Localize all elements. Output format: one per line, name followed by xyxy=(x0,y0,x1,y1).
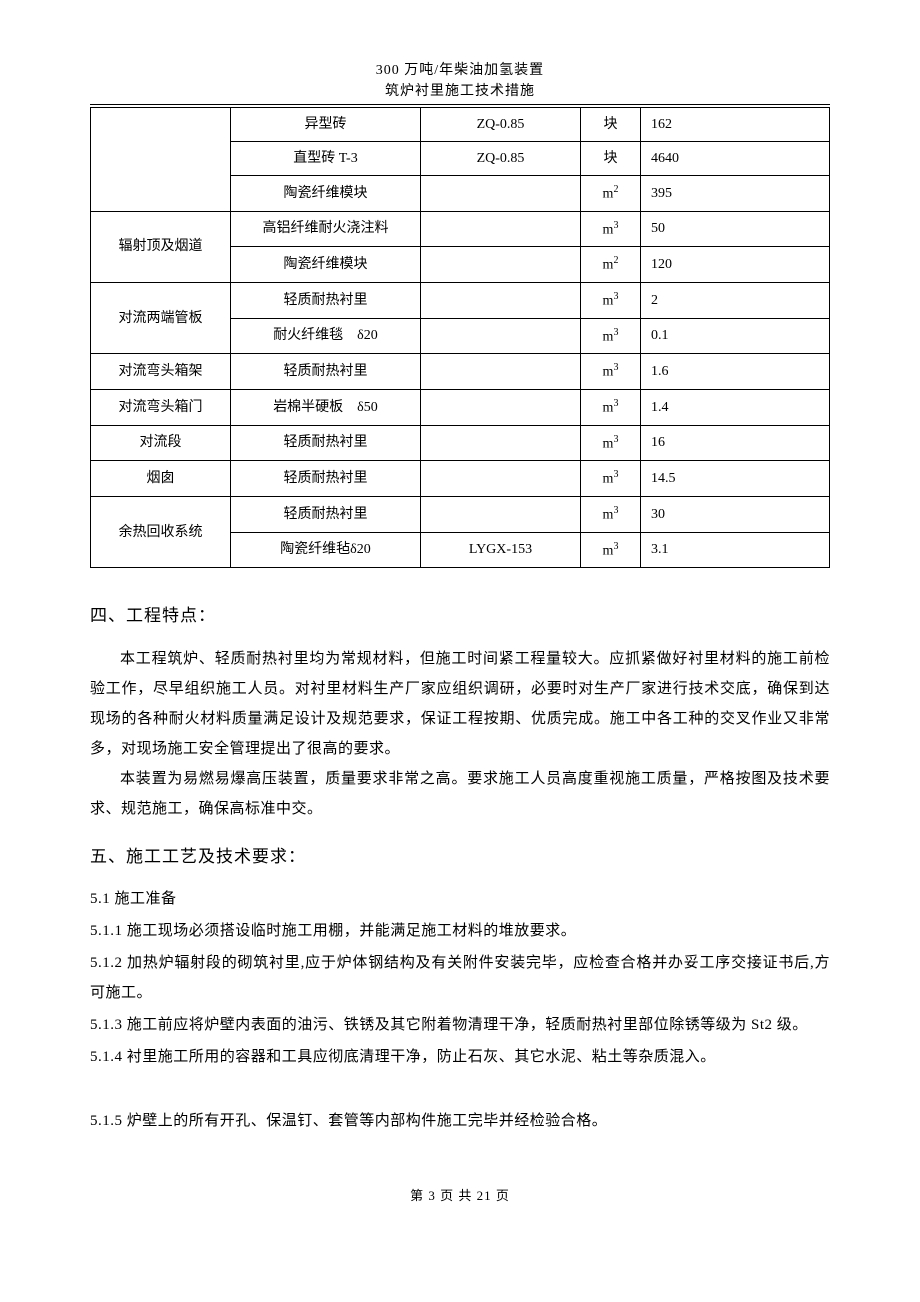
table-cell: 30 xyxy=(641,496,830,532)
table-cell: 块 xyxy=(581,142,641,176)
table-cell: 异型砖 xyxy=(231,108,421,142)
table-cell: m3 xyxy=(581,211,641,247)
table-cell: m2 xyxy=(581,247,641,283)
materials-table: 异型砖ZQ-0.85块162直型砖 T-3ZQ-0.85块4640陶瓷纤维模块m… xyxy=(90,107,830,568)
table-cell: m3 xyxy=(581,425,641,461)
table-row: 烟囱轻质耐热衬里 m314.5 xyxy=(91,461,830,497)
table-cell: 对流段 xyxy=(91,425,231,461)
table-row: 对流两端管板轻质耐热衬里m32 xyxy=(91,282,830,318)
table-cell: m3 xyxy=(581,461,641,497)
section5-item: 5.1.3 施工前应将炉壁内表面的油污、铁锈及其它附着物清理干净，轻质耐热衬里部… xyxy=(90,1010,830,1040)
table-cell xyxy=(421,425,581,461)
table-cell: m3 xyxy=(581,354,641,390)
table-cell: 1.6 xyxy=(641,354,830,390)
table-cell: m3 xyxy=(581,496,641,532)
table-cell xyxy=(421,496,581,532)
table-cell: 岩棉半硬板 δ50 xyxy=(231,389,421,425)
table-cell xyxy=(421,247,581,283)
table-cell: m3 xyxy=(581,389,641,425)
table-cell: 轻质耐热衬里 xyxy=(231,282,421,318)
section5-subtitle: 5.1 施工准备 xyxy=(90,884,830,914)
table-row: 余热回收系统轻质耐热衬里m330 xyxy=(91,496,830,532)
table-cell: m3 xyxy=(581,282,641,318)
table-cell: m2 xyxy=(581,176,641,212)
table-cell: ZQ-0.85 xyxy=(421,142,581,176)
table-cell xyxy=(421,211,581,247)
table-row: 异型砖ZQ-0.85块162 xyxy=(91,108,830,142)
table-cell: 2 xyxy=(641,282,830,318)
table-cell: 轻质耐热衬里 xyxy=(231,461,421,497)
section5-item: 5.1.4 衬里施工所用的容器和工具应彻底清理干净，防止石灰、其它水泥、粘土等杂… xyxy=(90,1042,830,1072)
table-row: 对流弯头箱架轻质耐热衬里 m31.6 xyxy=(91,354,830,390)
section5-item: 5.1.5 炉壁上的所有开孔、保温钉、套管等内部构件施工完毕并经检验合格。 xyxy=(90,1106,830,1136)
section5-item: 5.1.2 加热炉辐射段的砌筑衬里,应于炉体钢结构及有关附件安装完毕，应检查合格… xyxy=(90,948,830,1008)
table-cell: 余热回收系统 xyxy=(91,496,231,567)
table-cell: 陶瓷纤维模块 xyxy=(231,176,421,212)
section4-paragraph: 本装置为易燃易爆高压装置，质量要求非常之高。要求施工人员高度重视施工质量，严格按… xyxy=(90,764,830,824)
header-title: 300 万吨/年柴油加氢装置 xyxy=(90,60,830,81)
table-cell: 烟囱 xyxy=(91,461,231,497)
table-cell: 1.4 xyxy=(641,389,830,425)
table-cell xyxy=(421,461,581,497)
table-cell: 陶瓷纤维毡δ20 xyxy=(231,532,421,568)
table-cell xyxy=(421,176,581,212)
page-header: 300 万吨/年柴油加氢装置 筑炉衬里施工技术措施 xyxy=(90,60,830,105)
table-cell xyxy=(421,282,581,318)
table-cell: 120 xyxy=(641,247,830,283)
section4-paragraph: 本工程筑炉、轻质耐热衬里均为常规材料，但施工时间紧工程量较大。应抓紧做好衬里材料… xyxy=(90,644,830,764)
table-cell: 对流弯头箱架 xyxy=(91,354,231,390)
section5-title: 五、施工工艺及技术要求： xyxy=(90,844,830,870)
table-cell: 陶瓷纤维模块 xyxy=(231,247,421,283)
table-row: 对流段轻质耐热衬里 m316 xyxy=(91,425,830,461)
table-cell: 对流两端管板 xyxy=(91,282,231,353)
section4-title: 四、工程特点： xyxy=(90,603,830,629)
table-row: 对流弯头箱门岩棉半硬板 δ50 m31.4 xyxy=(91,389,830,425)
table-cell: 轻质耐热衬里 xyxy=(231,354,421,390)
table-cell: 16 xyxy=(641,425,830,461)
table-cell: 轻质耐热衬里 xyxy=(231,425,421,461)
table-cell: 14.5 xyxy=(641,461,830,497)
table-cell: 162 xyxy=(641,108,830,142)
section5-item: 5.1.1 施工现场必须搭设临时施工用棚，并能满足施工材料的堆放要求。 xyxy=(90,916,830,946)
header-subtitle: 筑炉衬里施工技术措施 xyxy=(90,81,830,105)
table-cell: 辐射顶及烟道 xyxy=(91,211,231,282)
page-footer: 第 3 页 共 21 页 xyxy=(90,1186,830,1206)
table-cell: 直型砖 T-3 xyxy=(231,142,421,176)
table-cell: 50 xyxy=(641,211,830,247)
table-cell xyxy=(421,354,581,390)
table-cell: 耐火纤维毯 δ20 xyxy=(231,318,421,354)
table-cell xyxy=(421,389,581,425)
table-cell: 3.1 xyxy=(641,532,830,568)
table-cell: 4640 xyxy=(641,142,830,176)
table-row: 辐射顶及烟道高铝纤维耐火浇注料m350 xyxy=(91,211,830,247)
section5-item xyxy=(90,1074,830,1104)
table-cell xyxy=(421,318,581,354)
table-cell: 轻质耐热衬里 xyxy=(231,496,421,532)
table-cell: ZQ-0.85 xyxy=(421,108,581,142)
table-cell: 块 xyxy=(581,108,641,142)
table-cell xyxy=(91,108,231,212)
table-cell: 395 xyxy=(641,176,830,212)
table-cell: m3 xyxy=(581,318,641,354)
table-cell: m3 xyxy=(581,532,641,568)
table-cell: 高铝纤维耐火浇注料 xyxy=(231,211,421,247)
table-cell: 对流弯头箱门 xyxy=(91,389,231,425)
table-cell: LYGX-153 xyxy=(421,532,581,568)
table-cell: 0.1 xyxy=(641,318,830,354)
